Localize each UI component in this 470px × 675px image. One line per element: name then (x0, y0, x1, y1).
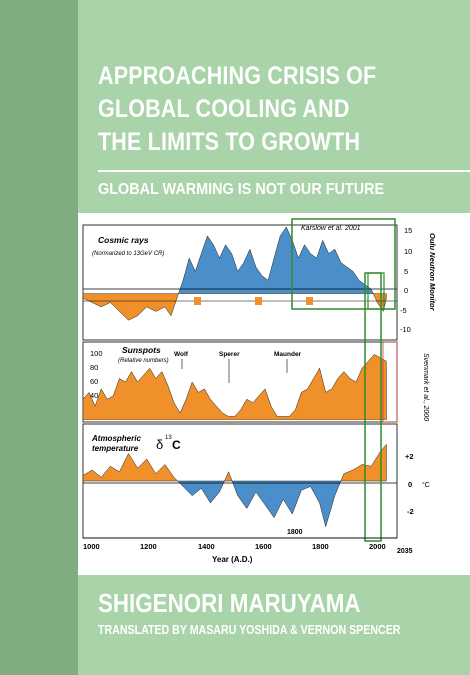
temperature-panel: Atmospheric temperature δ 13 C +2 0 °C -… (82, 423, 430, 539)
highlight-boxes: Karslow et al. 2001 (291, 218, 398, 542)
book-spine (0, 0, 78, 675)
cosmic-area-group (83, 227, 387, 321)
sunspot-title: Sunspots (122, 345, 161, 355)
cosmic-tick-minus5: -5 (400, 306, 407, 315)
title-divider (98, 170, 470, 172)
temperature-tick-minus2: -2 (407, 507, 414, 516)
sunspot-panel: 100 80 60 40 Sunspots (Relative numbers)… (82, 341, 429, 423)
karslow-highlight-box (291, 218, 396, 310)
delta-symbol: δ (156, 437, 163, 452)
projection-marker-box (382, 341, 398, 423)
x-tick-1800: 1800 (312, 542, 329, 551)
sunspot-area-group (83, 354, 387, 420)
x-tick-1000: 1000 (83, 542, 100, 551)
temperature-tick-plus2: +2 (405, 452, 414, 461)
temperature-area-group (83, 443, 387, 528)
carbon-symbol: C (172, 438, 181, 452)
sunspot-note: (Relative numbers) (118, 358, 169, 364)
x-axis: 1000 1200 1400 1600 1800 2000 2035 Year … (83, 537, 413, 564)
minimum-label-wolf: Wolf (174, 351, 189, 358)
temperature-tick-0: 0 (408, 480, 412, 489)
x-tick-1600: 1600 (255, 542, 272, 551)
sunspot-minimum-mark-maunder (306, 297, 313, 305)
cosmic-tick-0: 0 (404, 286, 408, 295)
cover-figure: Cosmic rays (Normarized to 13GeV CR) 15 … (78, 213, 470, 575)
title-line-2: GLOBAL COOLING AND (98, 95, 350, 123)
translator-credit: TRANSLATED BY MASARU YOSHIDA & VERNON SP… (98, 623, 401, 637)
x-tick-2035: 2035 (397, 548, 413, 555)
cosmic-note: (Normarized to 13GeV CR) (92, 251, 164, 257)
temperature-title-line1: Atmospheric (91, 434, 141, 443)
cosmic-tick-15: 15 (404, 226, 412, 235)
sunspot-tick-60: 60 (90, 377, 98, 386)
temperature-area-above (83, 443, 387, 481)
x-tick-1400: 1400 (198, 542, 215, 551)
x-tick-1200: 1200 (140, 542, 157, 551)
recent-highlight-box (367, 272, 385, 310)
temperature-area-below (83, 481, 387, 528)
title-line-1: APPROACHING CRISIS OF (98, 62, 377, 90)
cosmic-area-above (83, 227, 387, 294)
sunspot-area-above (83, 354, 387, 420)
sunspot-tick-40: 40 (90, 391, 98, 400)
cosmic-area-below (83, 293, 387, 321)
cosmic-axis-label: Oulu Neutron Monitor (428, 233, 437, 312)
minimum-label-sperer: Sperer (219, 351, 240, 358)
cosmic-right-ticks: 15 10 5 0 -5 -10 (400, 226, 412, 334)
temperature-unit: °C (422, 481, 430, 489)
author-name: SHIGENORI MARUYAMA (98, 588, 361, 618)
temperature-annotation-1800: 1800 (287, 529, 303, 536)
cosmic-title: Cosmic rays (98, 235, 149, 245)
book-title: APPROACHING CRISIS OF GLOBAL COOLING AND… (98, 60, 408, 159)
climate-chart: Cosmic rays (Normarized to 13GeV CR) 15 … (82, 218, 437, 564)
sunspot-minimum-mark-wolf (194, 297, 201, 305)
cosmic-frame (82, 224, 398, 341)
x-tick-2000: 2000 (369, 542, 386, 551)
cosmic-tick-10: 10 (404, 247, 412, 256)
title-line-3: THE LIMITS TO GROWTH (98, 128, 361, 156)
isotope-number: 13 (165, 435, 172, 441)
sunspot-minimum-mark-sperer (255, 297, 262, 305)
cosmic-source: Karslow et al. 2001 (301, 225, 361, 232)
minimum-label-maunder: Maunder (274, 351, 302, 358)
sunspot-source: Svenmark et al., 2000 (422, 353, 429, 421)
temperature-title-line2: temperature (92, 444, 139, 453)
sunspot-tick-100: 100 (90, 349, 103, 358)
cosmic-panel: Cosmic rays (Normarized to 13GeV CR) 15 … (82, 224, 437, 341)
book-subtitle: GLOBAL WARMING IS NOT OUR FUTURE (98, 181, 385, 198)
cosmic-tick-5: 5 (404, 267, 408, 276)
x-axis-label: Year (A.D.) (212, 555, 253, 564)
sunspot-tick-80: 80 (90, 363, 98, 372)
cosmic-tick-minus10: -10 (400, 325, 411, 334)
